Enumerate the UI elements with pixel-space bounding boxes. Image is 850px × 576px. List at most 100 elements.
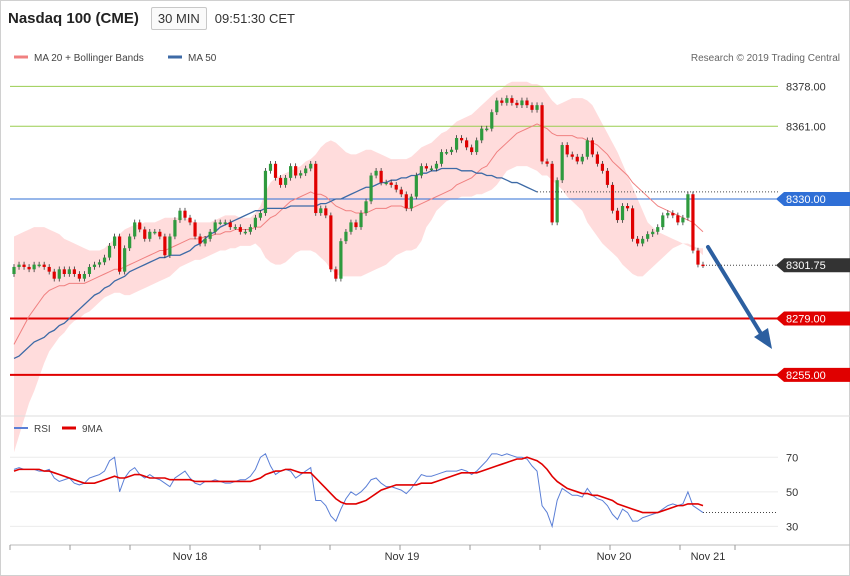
candle-body (319, 208, 323, 214)
candle-body (283, 177, 288, 185)
candle-body (62, 269, 66, 274)
level-tag-3 (776, 311, 850, 326)
candle-body (656, 227, 660, 232)
candle-body (324, 208, 328, 216)
time-axis-layer: Nov 18 Nov 19 Nov 20 Nov 21 (9, 545, 736, 563)
candle-body (112, 236, 117, 246)
candle-body (57, 269, 61, 279)
candle-body (178, 210, 182, 221)
candle-body (329, 215, 333, 270)
level-label-2: 8330.00 (786, 194, 826, 206)
candle-body (87, 266, 92, 274)
candle-body (168, 236, 172, 256)
candle-body (143, 229, 147, 239)
candle-body (605, 170, 610, 185)
candle-body (77, 274, 81, 279)
candle-body (138, 222, 142, 230)
time-label-2: Nov 20 (597, 551, 632, 563)
candle-body (394, 184, 398, 190)
candle-body (278, 177, 283, 185)
candle-body (158, 231, 162, 237)
candle-body (676, 215, 680, 223)
candle-body (625, 206, 630, 209)
candle-body (600, 163, 605, 171)
candle-body (238, 227, 242, 232)
last-price-tag (776, 258, 850, 273)
candle-body (696, 250, 700, 265)
price-levels-layer (10, 85, 778, 376)
candle-body (545, 161, 549, 164)
candle-body (314, 163, 318, 214)
copyright-label: Research © 2019 Trading Central (691, 53, 840, 64)
rsi-tick-30: 30 (786, 521, 798, 533)
candle-body (691, 194, 695, 251)
candle-body (490, 112, 494, 129)
rsi-legend-label: RSI (34, 424, 51, 435)
candle-body (560, 145, 564, 181)
candles-layer (12, 95, 705, 282)
candle-body (374, 170, 378, 176)
candle-body (359, 213, 363, 228)
rsi-line (13, 453, 704, 529)
candle-body (128, 236, 132, 249)
candle-body (515, 102, 519, 106)
candle-body (183, 210, 187, 218)
candle-body (485, 128, 489, 131)
candle-body (334, 269, 338, 279)
candle-body (535, 105, 539, 110)
candle-body (354, 222, 358, 228)
candle-body (228, 222, 232, 228)
candle-body (72, 269, 76, 274)
candle-body (424, 166, 428, 169)
candle-body (459, 138, 464, 141)
projection-arrowhead-icon (754, 328, 772, 349)
candle-body (102, 257, 107, 263)
candle-body (344, 231, 348, 242)
candle-body (289, 166, 293, 178)
candle-body (17, 264, 21, 267)
candle-body (218, 222, 222, 224)
time-label-0: Nov 18 (173, 551, 208, 563)
chart-header: Nasdaq 100 (CME) 30 MIN 09:51:30 CET (4, 6, 295, 30)
candle-body (570, 154, 574, 157)
candle-body (364, 201, 368, 214)
candle-body (671, 213, 675, 216)
candle-body (550, 163, 554, 223)
candle-body (208, 231, 212, 239)
candle-body (525, 100, 529, 106)
candle-body (133, 222, 137, 237)
candle-body (475, 140, 479, 153)
candle-body (615, 210, 620, 221)
candle-body (620, 206, 625, 221)
candle-body (384, 182, 388, 185)
candle-body (253, 217, 258, 228)
candle-body (555, 180, 559, 223)
candle-body (27, 266, 31, 270)
level-label-0: 8378.00 (786, 81, 826, 93)
candle-body (666, 213, 670, 216)
candle-body (258, 213, 263, 218)
candle-body (681, 217, 685, 223)
candle-body (585, 140, 589, 157)
candle-body (233, 227, 237, 229)
candle-body (495, 100, 499, 113)
candle-body (42, 264, 46, 267)
candle-body (263, 170, 268, 214)
candle-body (630, 208, 635, 239)
rsi-tick-70: 70 (786, 452, 798, 464)
candle-body (198, 236, 202, 244)
ma50-line (13, 167, 538, 360)
candle-body (389, 182, 393, 185)
candle-body (223, 222, 227, 224)
candle-body (641, 238, 645, 244)
candle-body (67, 269, 71, 274)
candle-body (188, 217, 192, 223)
level-label-3: 8279.00 (786, 314, 826, 326)
candle-body (22, 264, 26, 267)
rsi-ma9-line (13, 456, 704, 514)
timeframe-selector[interactable]: 30 MIN (150, 6, 207, 30)
candle-body (299, 173, 303, 176)
candle-body (399, 189, 403, 195)
candle-body (118, 236, 122, 272)
